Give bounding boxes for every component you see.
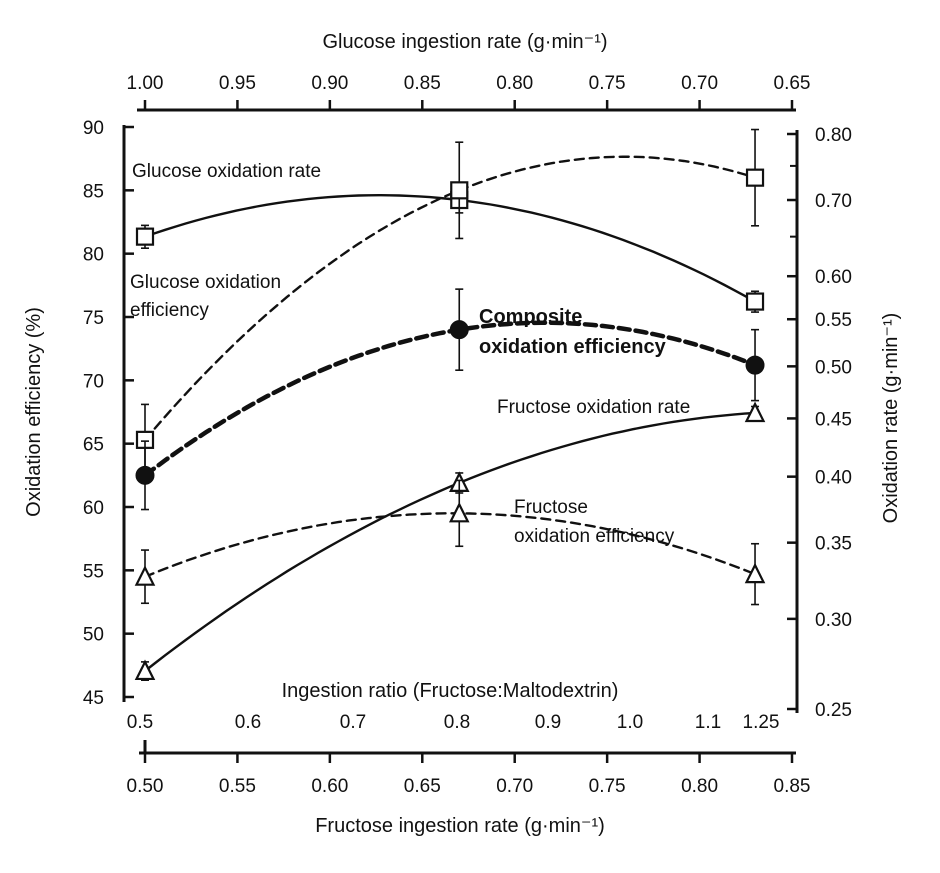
top-axis-tick-label: 0.95 <box>219 73 256 94</box>
bottom-axis-tick-label: 0.50 <box>127 776 164 797</box>
left-axis-tick-label: 75 <box>83 308 104 329</box>
point-fructose-oxidation-rate <box>134 659 156 681</box>
bottom-axis-title: Fructose ingestion rate (g·min⁻¹) <box>315 815 605 837</box>
curve-fructose-oxidation-efficiency <box>143 512 757 578</box>
ratio-tick-label: 1.25 <box>743 712 780 733</box>
marks-layer <box>134 128 766 681</box>
right-axis-tick-label: 0.45 <box>815 409 852 430</box>
curve-glucose-oxidation-efficiency <box>143 155 757 442</box>
top-axis-tick-label: 0.65 <box>774 73 811 94</box>
right-axis-tick-label: 0.35 <box>815 534 852 555</box>
left-axis-tick-label: 70 <box>83 371 104 392</box>
left-axis-tick-label: 45 <box>83 688 104 709</box>
annotation-label: Glucose oxidation rate <box>132 161 321 182</box>
left-axis-tick-label: 65 <box>83 435 104 456</box>
axes-layer: 1.00 0.95 0.90 0.85 0.80 0.75 0.70 0.65 Glucose … <box>23 31 902 837</box>
top-axis-tick-label: 1.00 <box>127 73 164 94</box>
bottom-axis-tick-label: 0.75 <box>589 776 626 797</box>
right-axis-tick-label: 0.30 <box>815 610 852 631</box>
point-composite-oxidation-efficiency <box>745 355 765 375</box>
bottom-axis-tick-label: 0.65 <box>404 776 441 797</box>
point-fructose-oxidation-rate <box>744 401 766 423</box>
point-fructose-oxidation-efficiency <box>134 565 156 586</box>
left-axis-title: Oxidation efficiency (%) <box>23 307 45 517</box>
point-glucose-oxidation-efficiency <box>745 168 765 187</box>
bottom-axis-tick-label: 0.60 <box>311 776 348 797</box>
right-axis-tick-label: 0.25 <box>815 700 852 721</box>
bottom-axis-tick-label: 0.85 <box>774 776 811 797</box>
curve-fructose-oxidation-rate <box>143 411 757 673</box>
left-axis-tick-label: 60 <box>83 498 104 519</box>
top-axis-tick-label: 0.80 <box>496 73 533 94</box>
annotation-label: Composite <box>479 306 582 328</box>
bottom-axis-tick-label: 0.55 <box>219 776 256 797</box>
top-axis-tick-label: 0.70 <box>681 73 718 94</box>
top-axis-tick-label: 0.75 <box>589 73 626 94</box>
left-axis-tick-label: 55 <box>83 561 104 582</box>
right-axis-tick-label: 0.50 <box>815 357 852 378</box>
ratio-tick-label: 0.9 <box>535 712 561 733</box>
annotation-label: Fructose oxidation rate <box>497 397 690 418</box>
point-glucose-oxidation-efficiency <box>450 181 469 200</box>
ratio-tick-label: 0.5 <box>127 712 153 733</box>
annotation-label: oxidation efficiency <box>479 336 667 358</box>
right-axis-tick-label: 0.55 <box>815 310 852 331</box>
point-composite-oxidation-efficiency <box>135 465 155 485</box>
ratio-tick-label: 0.8 <box>444 712 470 733</box>
point-glucose-oxidation-rate <box>135 227 155 246</box>
left-axis-tick-label: 90 <box>83 118 104 139</box>
labels-layer: Glucose oxidation rate Glucose oxidation e… <box>130 161 690 547</box>
point-composite-oxidation-efficiency <box>449 320 469 340</box>
ratio-tick-label: 0.6 <box>235 712 261 733</box>
top-axis-tick-label: 0.90 <box>311 73 348 94</box>
bottom-axis-tick-label: 0.80 <box>681 776 718 797</box>
top-axis-tick-label: 0.85 <box>404 73 441 94</box>
right-axis-tick-label: 0.60 <box>815 267 852 288</box>
right-axis-tick-label: 0.70 <box>815 191 852 212</box>
annotation-label: oxidation efficiency <box>514 526 675 547</box>
curve-glucose-oxidation-rate <box>143 193 757 303</box>
ratio-tick-label: 0.7 <box>340 712 366 733</box>
annotation-label: Fructose <box>514 497 588 518</box>
left-axis-tick-label: 50 <box>83 625 104 646</box>
right-axis-tick-label: 0.40 <box>815 468 852 489</box>
left-axis-tick-label: 85 <box>83 181 104 202</box>
point-fructose-oxidation-efficiency <box>744 562 766 584</box>
right-axis-tick-label: 0.80 <box>815 125 852 146</box>
ratio-tick-label: 1.0 <box>617 712 643 733</box>
bottom-axis-tick-label: 0.70 <box>496 776 533 797</box>
top-axis-title: Glucose ingestion rate (g·min⁻¹) <box>322 31 607 53</box>
ratio-axis-title: Ingestion ratio (Fructose:Maltodextrin) <box>282 680 619 702</box>
annotation-label: Glucose oxidation <box>130 272 281 293</box>
left-axis-tick-label: 80 <box>83 245 104 266</box>
point-fructose-oxidation-efficiency <box>448 501 470 523</box>
annotation-label: efficiency <box>130 300 209 321</box>
point-glucose-oxidation-rate <box>745 292 765 311</box>
right-axis-title: Oxidation rate (g·min⁻¹) <box>880 313 902 524</box>
ratio-tick-label: 1.1 <box>695 712 721 733</box>
